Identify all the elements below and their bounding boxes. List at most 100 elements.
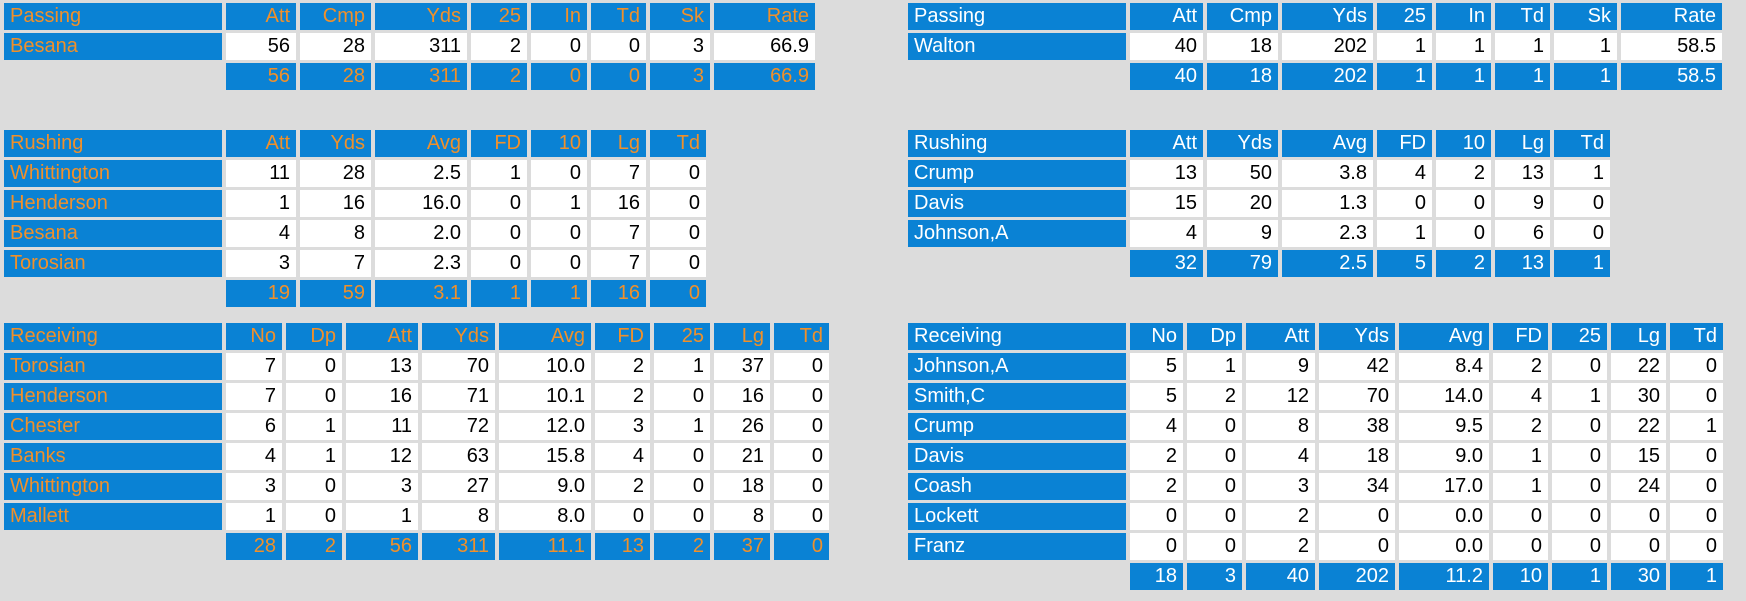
stat-cell: 4 [595,443,650,470]
total-cell: 56 [346,533,418,560]
total-cell: 37 [714,533,770,560]
stat-cell: 9 [1495,190,1550,217]
header-cell: Att [346,323,418,350]
header-cell: In [531,3,587,30]
player-row: Whittington 3 0 3 27 9.0 2 0 18 0 [4,473,829,500]
total-cell: 30 [1611,563,1666,590]
player-name: Besana [4,220,222,247]
stat-cell: 1 [286,413,342,440]
passing-table: Passing Att Cmp Yds 25 In Td Sk Rate Walton 40 18 20… [904,0,1726,93]
stat-cell: 30 [1611,383,1666,410]
stat-cell: 4 [1493,383,1548,410]
stat-cell: 0 [774,413,829,440]
stat-cell: 12.0 [499,413,591,440]
total-cell: 11.2 [1399,563,1489,590]
stat-cell: 0 [1611,503,1666,530]
header-cell: 25 [1552,323,1607,350]
stat-cell: 15.8 [499,443,591,470]
stat-cell: 0 [1130,503,1183,530]
stat-cell: 10.1 [499,383,591,410]
player-name: Davis [908,443,1126,470]
header-cell: Avg [1282,130,1373,157]
stat-cell: 2 [1130,443,1183,470]
player-name: Banks [4,443,222,470]
stat-cell: 9.5 [1399,413,1489,440]
stat-cell: 0 [1552,473,1607,500]
player-name: Besana [4,33,222,60]
stat-cell: 0 [654,443,710,470]
header-cell: Receiving [4,323,222,350]
header-cell: Att [1130,130,1203,157]
player-row: Banks 4 1 12 63 15.8 4 0 21 0 [4,443,829,470]
total-cell: 1 [1552,563,1607,590]
stat-cell: 2 [471,33,527,60]
stat-cell: 14.0 [1399,383,1489,410]
stat-cell: 3 [226,250,296,277]
stat-cell: 0 [1319,503,1395,530]
stat-cell: 8.4 [1399,353,1489,380]
stat-cell: 2 [1187,383,1242,410]
player-name: Whittington [4,473,222,500]
header-cell: Att [1130,3,1203,30]
stat-cell: 0 [650,190,706,217]
stat-cell: 0 [654,383,710,410]
stat-cell: 4 [226,220,296,247]
stat-cell: 2 [1493,413,1548,440]
table-body: Rushing Att Yds Avg FD 10 Lg Td Whittington 11 28 2… [4,130,706,307]
header-cell: Yds [1282,3,1373,30]
stat-cell: 7 [591,220,646,247]
stat-cell: 6 [226,413,282,440]
total-cell: 10 [1493,563,1548,590]
total-cell: 18 [1130,563,1183,590]
header-cell: Td [774,323,829,350]
player-name: Henderson [4,383,222,410]
stat-cell: 4 [1130,220,1203,247]
stat-cell: 2 [595,383,650,410]
spacer-cell [4,63,222,90]
header-cell: Lg [714,323,770,350]
total-cell: 13 [1495,250,1550,277]
total-cell: 1 [1495,63,1550,90]
header-row: Rushing Att Yds Avg FD 10 Lg Td [4,130,706,157]
player-row: Henderson 1 16 16.0 0 1 16 0 [4,190,706,217]
stat-cell: 0 [1187,533,1242,560]
receiving-table: Receiving No Dp Att Yds Avg FD 25 Lg Td Johnson,A 5… [904,320,1727,593]
totals-row: 32 79 2.5 5 2 13 1 [908,250,1610,277]
stat-cell: 28 [300,160,371,187]
player-name: Chester [4,413,222,440]
stat-cell: 22 [1611,353,1666,380]
stat-cell: 2 [595,353,650,380]
stat-cell: 1 [1554,160,1610,187]
table-body: Receiving No Dp Att Yds Avg FD 25 Lg Td Torosian 7 0… [4,323,829,560]
header-cell: Avg [375,130,467,157]
stat-cell: 0 [1670,533,1723,560]
header-row: Receiving No Dp Att Yds Avg FD 25 Lg Td [908,323,1723,350]
header-cell: Cmp [1207,3,1278,30]
stat-cell: 27 [422,473,495,500]
stat-cell: 15 [1611,443,1666,470]
total-cell: 28 [226,533,282,560]
stat-cell: 0 [650,220,706,247]
stat-cell: 0 [1670,473,1723,500]
player-name: Lockett [908,503,1126,530]
header-cell: Passing [4,3,222,30]
stat-cell: 202 [1282,33,1373,60]
header-cell: FD [1493,323,1548,350]
total-cell: 11.1 [499,533,591,560]
totals-row: 28 2 56 311 11.1 13 2 37 0 [4,533,829,560]
player-row: Johnson,A 5 1 9 42 8.4 2 0 22 0 [908,353,1723,380]
player-name: Whittington [4,160,222,187]
stat-cell: 16 [300,190,371,217]
header-cell: 10 [1436,130,1491,157]
header-row: Rushing Att Yds Avg FD 10 Lg Td [908,130,1610,157]
total-cell: 66.9 [714,63,815,90]
total-cell: 13 [595,533,650,560]
stat-cell: 2.0 [375,220,467,247]
stat-cell: 0 [1552,533,1607,560]
stat-cell: 8 [714,503,770,530]
header-cell: Lg [591,130,646,157]
stat-cell: 2.3 [375,250,467,277]
player-name: Henderson [4,190,222,217]
header-cell: Att [226,3,296,30]
player-name: Johnson,A [908,353,1126,380]
